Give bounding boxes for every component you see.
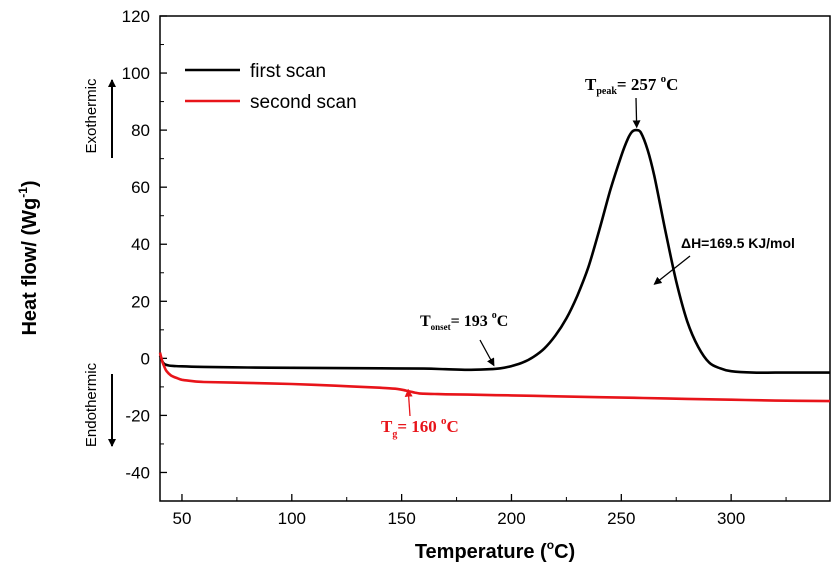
plot-frame (159, 15, 831, 502)
x-tick-label: 100 (278, 509, 306, 528)
y-tick-label: 0 (141, 349, 150, 368)
y-tick-label: 40 (131, 235, 150, 254)
peak-arrow (632, 97, 641, 129)
y-tick-label: 100 (122, 64, 150, 83)
x-tick-label: 200 (497, 509, 525, 528)
x-tick-label: 300 (717, 509, 745, 528)
enthalpy-arrow (653, 255, 691, 285)
peak-annotation: Tpeak= 257 oC (585, 73, 678, 97)
series-line-first-scan (158, 128, 830, 375)
legend: first scan second scan (185, 61, 357, 113)
x-tick-label: 150 (387, 509, 415, 528)
y-tick-label: 120 (122, 7, 150, 26)
y-tick-label: -20 (125, 406, 150, 425)
y-tick-label: 60 (131, 178, 150, 197)
y-axis-ticks: -40 -20 0 20 40 60 80 100 120 (122, 7, 167, 502)
y-tick-label: 20 (131, 292, 150, 311)
endothermic-label: Endothermic (83, 362, 100, 447)
x-axis-title: Temperature (oC) (415, 538, 575, 563)
y-tick-label: 80 (131, 121, 150, 140)
legend-label-second-scan: second scan (250, 92, 357, 113)
tg-arrow (404, 388, 413, 417)
tg-annotation: Tg= 160 oC (381, 415, 459, 440)
y-tick-label: -40 (125, 463, 150, 482)
y-axis-title: Heat flow/ (Wg-1) (16, 180, 41, 335)
x-tick-label: 50 (173, 509, 192, 528)
onset-annotation: Tonset= 193 oC (420, 310, 508, 332)
enthalpy-annotation: ΔH=169.5 KJ/mol (681, 235, 795, 251)
series-line-second-scan (158, 352, 831, 403)
onset-arrow (479, 339, 495, 367)
x-tick-label: 250 (607, 509, 635, 528)
legend-label-first-scan: first scan (250, 61, 326, 82)
x-axis-ticks: 50 100 150 200 250 300 (173, 494, 787, 528)
exothermic-label: Exothermic (83, 78, 100, 154)
series-layer (158, 128, 831, 403)
